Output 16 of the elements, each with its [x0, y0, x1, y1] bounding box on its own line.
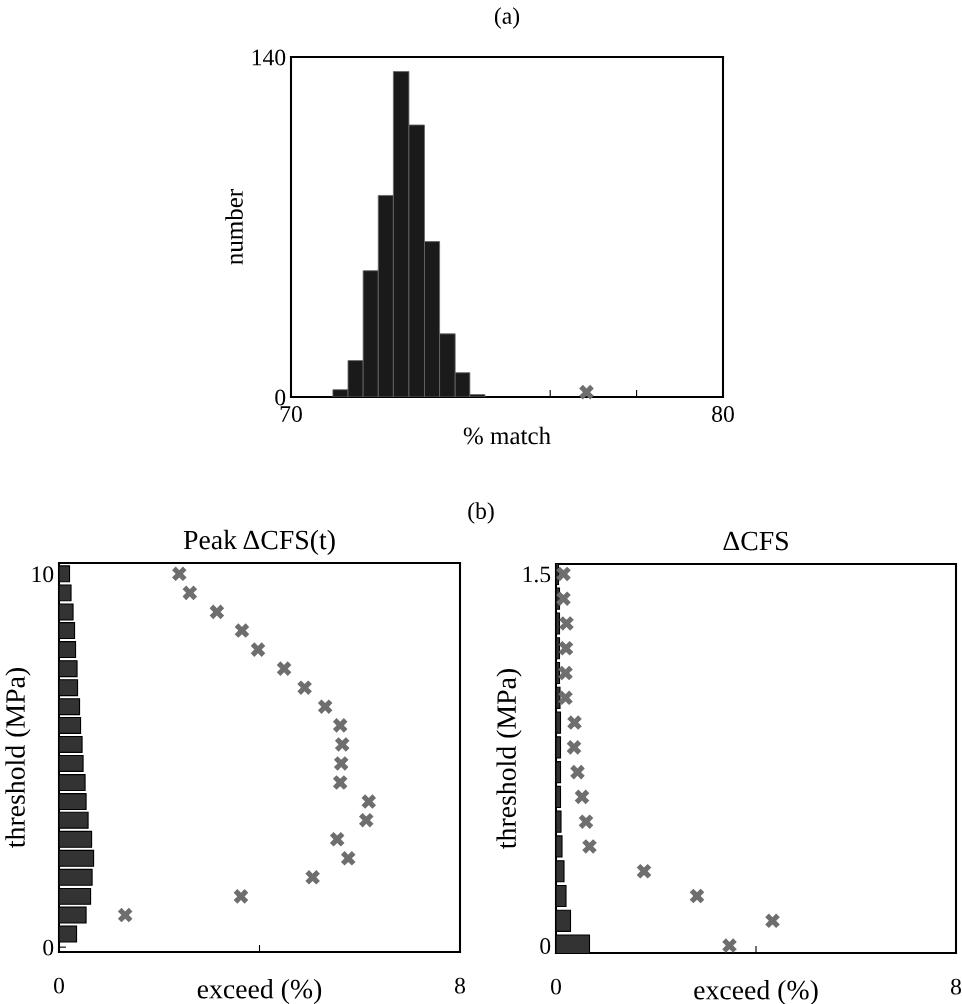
x-tick-label: 70 [280, 406, 302, 422]
text: (b) [468, 502, 494, 524]
y-axis-title: threshold (MPa) [5, 668, 31, 848]
x-axis-title: exceed (%) [197, 978, 322, 1004]
y-axis-title: threshold (MPa) [496, 669, 522, 849]
y-tick-label: 10 [32, 566, 54, 583]
y-tick-label: 140 [252, 49, 286, 66]
chart-title: ΔCFS [723, 531, 788, 551]
x-tick-label: 80 [712, 406, 734, 422]
y-axis-title: number [225, 189, 243, 265]
x-axis-title: % match [463, 426, 551, 445]
x-tick-label: 8 [455, 977, 465, 994]
chart-title: (a) [494, 7, 520, 29]
y-tick-label: 1.5 [523, 566, 551, 583]
chart-title: Peak ΔCFS(t) [183, 529, 335, 556]
x-tick-label: 8 [951, 978, 961, 995]
